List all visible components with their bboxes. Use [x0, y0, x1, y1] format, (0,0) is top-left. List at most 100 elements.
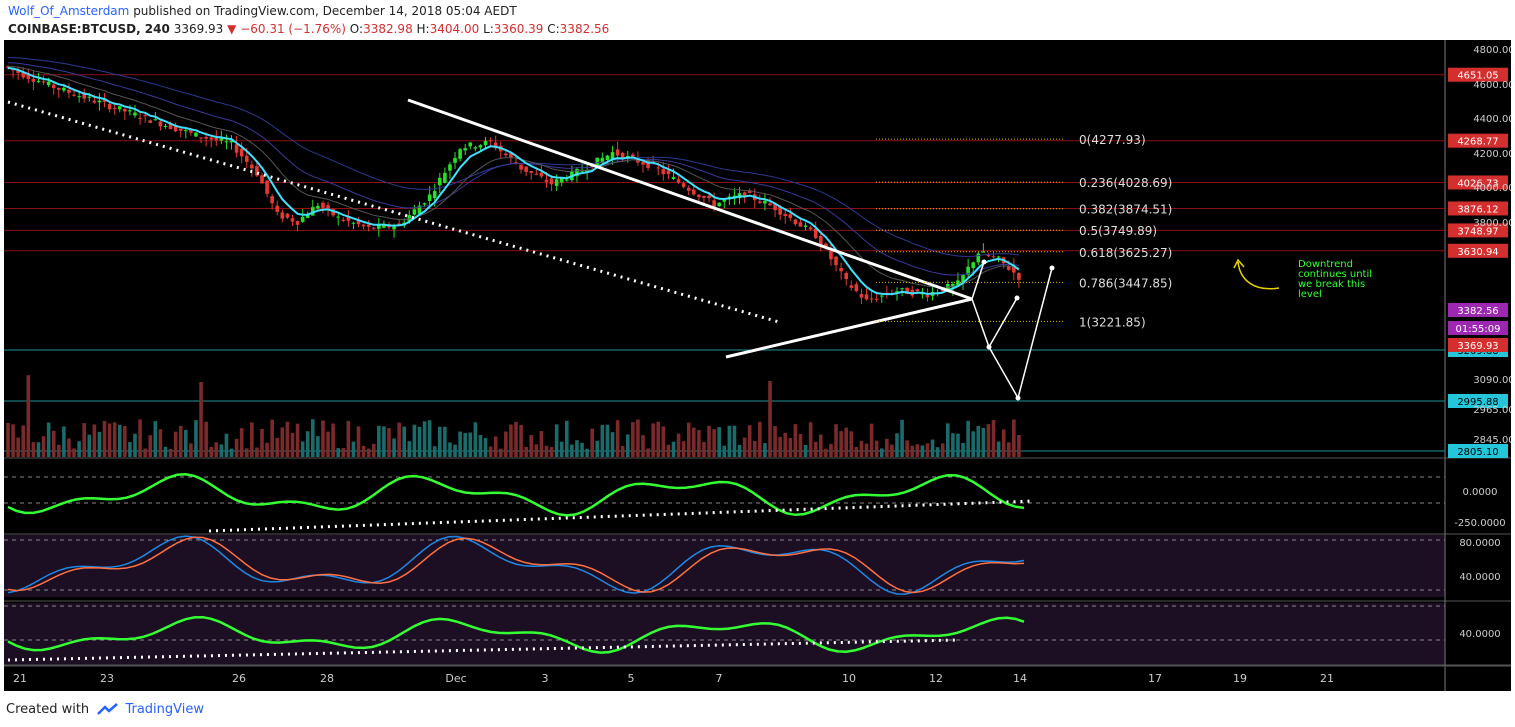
- ohlc-line: COINBASE:BTCUSD, 240 3369.93 ▼ −60.31 (−…: [8, 22, 609, 36]
- candle-body: [631, 154, 635, 157]
- volume-bar: [493, 436, 498, 457]
- chart-canvas[interactable]: 4651.05 4268.77 4026.73 3876.12 3748.97 3630.…: [4, 40, 1511, 691]
- volume-bar: [438, 426, 442, 457]
- candle-body: [854, 284, 859, 292]
- author-link[interactable]: Wolf_Of_Amsterdam: [8, 4, 130, 18]
- volume-bar: [72, 448, 76, 457]
- candle-body: [194, 132, 198, 137]
- candle-body: [692, 189, 696, 195]
- volume-bar: [996, 441, 1001, 457]
- volume-bar: [544, 445, 549, 457]
- chart-area[interactable]: 4651.05 4268.77 4026.73 3876.12 3748.97 3630.…: [4, 40, 1511, 691]
- price-tag: 3382.56: [1457, 306, 1498, 317]
- volume-bar: [600, 424, 605, 457]
- volume-bar: [1012, 419, 1016, 457]
- candle-body: [77, 96, 81, 98]
- volume-bar: [448, 442, 452, 457]
- volume-bar: [356, 426, 361, 457]
- volume-bar: [666, 444, 671, 457]
- indicator-tick-label: 40.0000: [1459, 629, 1500, 640]
- candle-body: [661, 169, 666, 175]
- volume-bar: [82, 423, 86, 457]
- candle-body: [153, 119, 158, 121]
- time-tick-label: Dec: [445, 672, 466, 685]
- tradingview-link[interactable]: TradingView: [125, 702, 204, 717]
- ema-slow-line: [7, 57, 1019, 257]
- candle-body: [758, 201, 762, 203]
- change-arrow: ▼: [227, 22, 237, 36]
- volume-bar: [783, 432, 788, 457]
- volume-bar: [636, 419, 640, 457]
- volume-bar: [194, 420, 198, 457]
- volume-bar: [97, 431, 102, 457]
- level-label-bg: [1448, 394, 1508, 408]
- candle-body: [229, 140, 234, 143]
- volume-bar: [580, 442, 584, 457]
- volume-bar: [615, 420, 620, 457]
- volume-bar: [204, 421, 208, 457]
- volume-bar: [661, 426, 666, 457]
- candle-body: [565, 179, 569, 181]
- volume-bar: [422, 421, 427, 457]
- price-tick-label: 2845.00: [1473, 435, 1511, 446]
- annotation-arrow: [1237, 261, 1280, 290]
- candle-body: [57, 87, 61, 90]
- volume-bar: [529, 435, 534, 457]
- price-tag-bg: [1448, 303, 1508, 317]
- candle-body: [463, 148, 467, 151]
- volume-bar: [280, 427, 285, 457]
- candle-body: [397, 223, 401, 225]
- candle-body: [392, 226, 396, 230]
- volume-bar: [138, 419, 142, 457]
- candle-body: [808, 227, 813, 230]
- candle-body: [768, 203, 772, 206]
- high-value: 3404.00: [429, 22, 480, 36]
- candle-body: [239, 148, 244, 157]
- volume-bar: [432, 446, 437, 457]
- candle-body: [123, 108, 127, 112]
- candle-body: [849, 285, 854, 288]
- oscillator-divergence-line: [208, 499, 1035, 533]
- volume-bar: [219, 444, 224, 457]
- candle-body: [879, 295, 884, 297]
- candle-body: [366, 224, 371, 227]
- price-tick-label: 3090.00: [1473, 375, 1511, 386]
- volume-bar: [625, 434, 630, 457]
- candle-body: [991, 256, 996, 258]
- volume-bar: [244, 448, 249, 457]
- candle-body: [82, 92, 86, 99]
- volume-bar: [778, 436, 782, 457]
- high-label: H:: [416, 22, 430, 36]
- arrow-head-icon: [1014, 295, 1020, 301]
- candle-body: [671, 177, 676, 180]
- candle-body: [168, 122, 173, 130]
- volume-bar: [534, 444, 539, 457]
- volume-bar: [285, 421, 290, 457]
- candle-body: [620, 152, 625, 160]
- candle-body: [453, 157, 457, 163]
- volume-bar: [849, 431, 854, 457]
- annotation-text: we break this: [1298, 279, 1365, 290]
- candle-body: [610, 152, 615, 159]
- candle-body: [275, 205, 280, 212]
- dotted-support-line: [7, 100, 780, 324]
- arrow-head-icon: [981, 259, 987, 265]
- volume-bar: [427, 420, 432, 457]
- candle-body: [321, 202, 325, 208]
- volume-bar: [300, 441, 305, 457]
- volume-bar: [443, 426, 447, 457]
- volume-bar: [651, 423, 655, 457]
- candle-body: [331, 209, 335, 216]
- volume-bar: [895, 433, 899, 457]
- candle-body: [742, 192, 747, 198]
- volume-bar: [133, 433, 137, 457]
- volume-bar: [951, 433, 955, 457]
- candle-body: [646, 159, 650, 169]
- volume-bar: [468, 432, 473, 457]
- volume-bar: [940, 443, 945, 457]
- candle-body: [615, 149, 620, 156]
- trendline-upper: [407, 98, 973, 301]
- stoch-d-line: [7, 536, 1025, 594]
- volume-bar: [483, 438, 488, 457]
- candle-body: [483, 140, 488, 146]
